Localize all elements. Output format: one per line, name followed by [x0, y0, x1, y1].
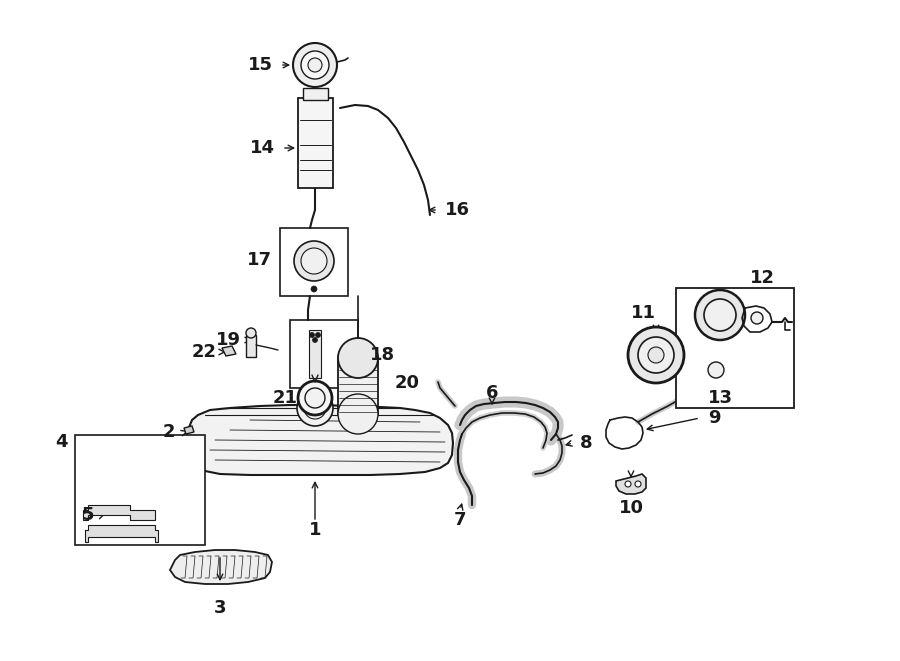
Text: 4: 4 [56, 433, 68, 451]
Circle shape [310, 332, 314, 338]
Circle shape [628, 327, 684, 383]
Polygon shape [180, 405, 453, 475]
Text: 8: 8 [580, 434, 592, 452]
Circle shape [695, 290, 745, 340]
Polygon shape [83, 505, 155, 520]
Text: 21: 21 [273, 389, 298, 407]
Circle shape [625, 481, 631, 487]
Text: 15: 15 [248, 56, 273, 74]
Circle shape [312, 338, 318, 342]
Text: 19: 19 [216, 331, 241, 349]
Circle shape [338, 394, 378, 434]
Circle shape [297, 390, 333, 426]
Text: 17: 17 [247, 251, 272, 269]
Bar [75, 435, 205, 545]
Circle shape [338, 338, 378, 378]
Circle shape [704, 299, 736, 331]
Circle shape [308, 58, 322, 72]
Circle shape [301, 248, 327, 274]
Text: 22: 22 [192, 343, 217, 361]
Bar [298, 98, 333, 188]
Text: 3: 3 [214, 599, 226, 617]
Polygon shape [616, 474, 646, 494]
Text: 16: 16 [445, 201, 470, 219]
Circle shape [294, 241, 334, 281]
Circle shape [301, 51, 329, 79]
Circle shape [304, 397, 326, 419]
Circle shape [298, 381, 332, 415]
Circle shape [635, 481, 641, 487]
Bar [676, 288, 794, 408]
Circle shape [648, 347, 664, 363]
Circle shape [751, 312, 763, 324]
Bar [338, 360, 378, 415]
Circle shape [316, 332, 320, 338]
Bar [290, 320, 358, 388]
Text: 5: 5 [82, 506, 94, 524]
Text: 9: 9 [708, 409, 721, 427]
Circle shape [293, 43, 337, 87]
Text: 12: 12 [750, 269, 775, 287]
Circle shape [638, 337, 674, 373]
Circle shape [344, 346, 372, 374]
Text: 14: 14 [250, 139, 275, 157]
Circle shape [311, 286, 317, 292]
Text: 11: 11 [631, 304, 655, 322]
Text: 18: 18 [370, 346, 395, 364]
Polygon shape [184, 426, 194, 434]
Bar [246, 335, 256, 357]
Text: 13: 13 [707, 389, 733, 407]
Bar [280, 228, 348, 296]
Circle shape [305, 388, 325, 408]
Circle shape [338, 340, 378, 380]
Text: 2: 2 [163, 423, 175, 441]
Polygon shape [170, 550, 272, 584]
Bar [309, 330, 321, 378]
Text: 20: 20 [395, 374, 420, 392]
Circle shape [246, 328, 256, 338]
Text: 7: 7 [454, 511, 466, 529]
Text: 1: 1 [309, 521, 321, 539]
Text: 10: 10 [618, 499, 644, 517]
Text: 6: 6 [486, 384, 499, 402]
Polygon shape [222, 346, 236, 356]
Polygon shape [85, 525, 158, 542]
Circle shape [708, 362, 724, 378]
Bar [303, 88, 328, 100]
